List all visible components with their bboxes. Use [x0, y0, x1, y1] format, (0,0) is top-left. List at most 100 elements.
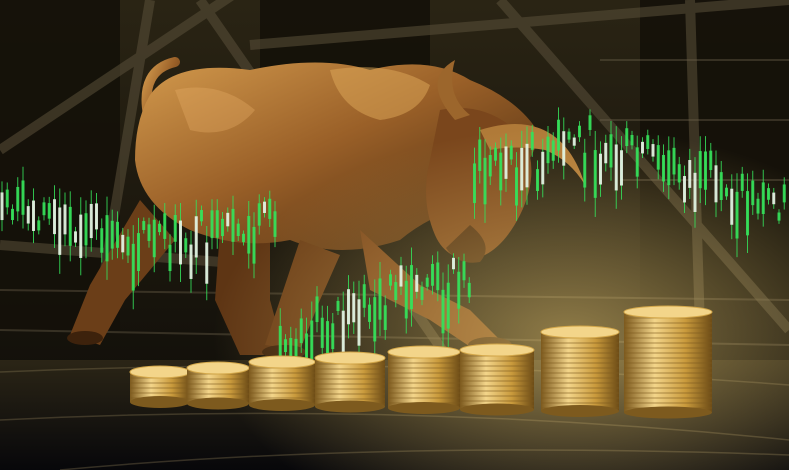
candle-body — [504, 146, 508, 179]
candle-body — [404, 280, 408, 319]
candle-body — [420, 286, 424, 300]
candle-body — [536, 169, 539, 192]
candle-body — [242, 233, 245, 243]
candle-body — [656, 145, 660, 170]
candle-body — [16, 186, 20, 212]
candle-body — [441, 289, 445, 334]
candle-body — [698, 151, 702, 189]
candle-body — [625, 128, 629, 147]
candle-body — [714, 165, 718, 203]
candle-body — [672, 147, 676, 175]
candle-body — [116, 221, 119, 248]
candle-body — [609, 134, 613, 168]
candle-body — [226, 212, 230, 227]
candle-body — [336, 300, 340, 312]
candle-body — [284, 339, 287, 353]
candle-body — [604, 142, 608, 164]
candle-body — [21, 180, 25, 215]
coin-stack — [459, 343, 535, 416]
candle-body — [110, 220, 114, 249]
candlestick-overlay — [0, 107, 786, 389]
candle-body — [746, 191, 749, 236]
candle-body — [299, 318, 303, 344]
candle-body — [121, 234, 125, 253]
candle-body — [11, 208, 14, 221]
candle-body — [399, 265, 403, 287]
candle-body — [530, 132, 534, 150]
candle-body — [100, 228, 104, 253]
candle-body — [210, 210, 214, 239]
candle-body — [341, 310, 345, 359]
candle-body — [415, 274, 419, 292]
candle-body — [95, 203, 98, 230]
candle-body — [630, 135, 634, 146]
candle-body — [667, 150, 671, 186]
candle-body — [572, 137, 576, 146]
candle-body — [520, 147, 524, 191]
candle-body — [709, 150, 713, 171]
candle-body — [347, 289, 350, 325]
candle-body — [305, 333, 308, 373]
candle-body — [446, 282, 450, 329]
candle-body — [357, 299, 361, 346]
candle-body — [719, 172, 723, 200]
candle-body — [704, 151, 707, 190]
candle-body — [431, 263, 434, 286]
candle-body — [362, 284, 366, 308]
candle-body — [457, 271, 461, 309]
candle-body — [68, 206, 72, 246]
candle-body — [278, 325, 282, 371]
candle-body — [725, 187, 728, 197]
candle-body — [158, 223, 161, 233]
coin-stack — [623, 305, 713, 419]
candle-body — [205, 242, 209, 284]
candle-body — [772, 192, 776, 205]
candle-body — [546, 136, 550, 164]
candle-body — [761, 182, 765, 215]
candle-body — [26, 206, 30, 224]
coin-stack — [314, 351, 386, 413]
candle-body — [152, 219, 156, 258]
candle-body — [751, 180, 755, 206]
candle-body — [179, 220, 182, 265]
coin-stack — [186, 361, 250, 410]
candle-body — [37, 220, 41, 231]
candle-body — [735, 191, 739, 239]
candle-body — [74, 231, 77, 243]
candle-body — [425, 277, 429, 287]
candle-body — [194, 216, 198, 258]
candle-body — [84, 213, 88, 246]
candle-body — [688, 160, 692, 188]
candle-body — [662, 154, 665, 182]
candle-body — [756, 198, 760, 214]
candle-body — [693, 172, 697, 213]
candle-body — [782, 184, 786, 203]
candle-body — [499, 152, 503, 191]
candle-body — [268, 198, 272, 219]
coin-stack — [248, 355, 316, 411]
candle-body — [215, 210, 219, 238]
candle-body — [740, 173, 744, 191]
candle-body — [42, 202, 46, 216]
candle-body — [320, 317, 324, 348]
coin-stack — [540, 325, 620, 417]
candle-body — [646, 135, 650, 149]
candle-body — [767, 188, 770, 200]
candle-body — [651, 144, 655, 157]
candle-body — [394, 282, 398, 301]
coin-stacks — [129, 305, 713, 419]
candle-body — [79, 214, 83, 258]
candle-body — [730, 188, 734, 225]
candle-body — [173, 214, 177, 242]
candle-body — [58, 207, 62, 255]
candle-body — [263, 201, 266, 213]
candle-body — [410, 265, 413, 310]
candle-body — [593, 150, 597, 198]
candle-body — [189, 244, 193, 279]
candle-body — [131, 243, 135, 291]
candle-body — [378, 278, 382, 320]
candle-body — [373, 297, 377, 342]
candle-body — [331, 323, 335, 350]
candle-body — [47, 203, 51, 219]
